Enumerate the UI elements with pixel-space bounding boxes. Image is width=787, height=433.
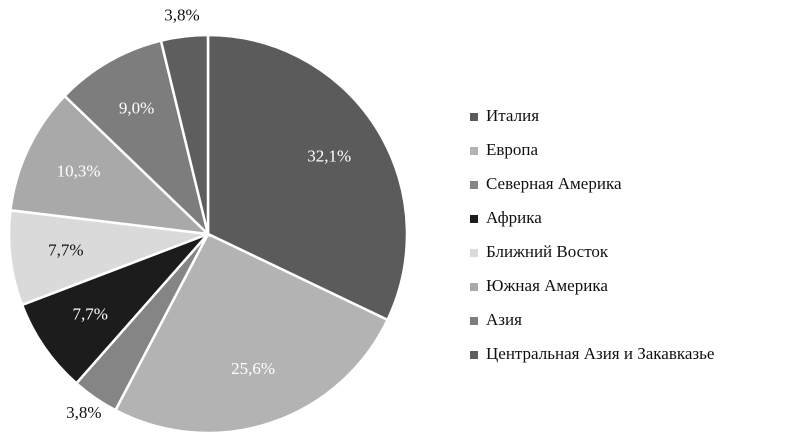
legend-swatch [470,283,478,291]
legend-swatch [470,147,478,155]
legend-label: Южная Америка [486,276,608,295]
legend-label: Центральная Азия и Закавказье [486,344,714,363]
data-label: 10,3% [57,161,101,180]
data-label: 9,0% [119,99,154,118]
pie-slice [7,208,209,307]
legend-swatch [470,181,478,189]
legend-swatch [470,249,478,257]
legend-label: Северная Америка [486,174,622,193]
pie-slice [20,232,209,386]
pie-slice [206,33,409,322]
pie-slice [113,232,390,433]
legend-label: Азия [486,310,522,329]
legend-label: Европа [486,140,539,159]
data-label: 3,8% [164,6,199,25]
pie-slice [159,33,210,235]
legend-swatch [470,215,478,223]
legend-swatch [470,317,478,325]
legend-label: Италия [486,106,539,125]
legend-swatch [470,113,478,121]
data-label: 7,7% [73,305,108,324]
data-label: 32,1% [307,147,351,166]
legend-label: Ближний Восток [486,242,609,261]
legend-label: Африка [486,208,542,227]
data-label: 3,8% [66,403,101,422]
pie-slice [9,94,212,236]
legend-swatch [470,351,478,359]
data-label: 7,7% [48,240,83,259]
data-label: 25,6% [231,359,275,378]
